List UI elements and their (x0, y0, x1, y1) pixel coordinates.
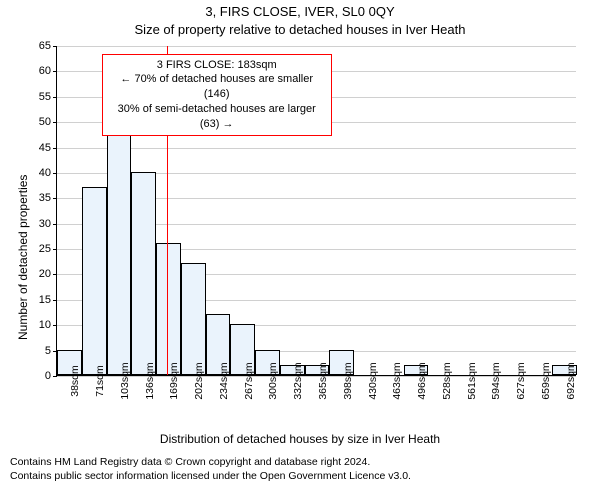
x-tick-label: 496sqm (416, 362, 428, 399)
x-tick-label: 332sqm (292, 362, 304, 399)
x-tick-label: 463sqm (391, 362, 403, 399)
y-tick-label: 65 (21, 40, 57, 52)
x-axis-label: Distribution of detached houses by size … (0, 432, 600, 446)
x-tick-label: 627sqm (515, 362, 527, 399)
x-tick-label: 136sqm (144, 362, 156, 399)
y-tick-label: 45 (21, 142, 57, 154)
y-tick-label: 5 (21, 345, 57, 357)
footer-line1: Contains HM Land Registry data © Crown c… (10, 456, 590, 470)
annotation-line: ← 70% of detached houses are smaller (14… (109, 72, 325, 102)
x-tick-label: 267sqm (243, 362, 255, 399)
x-tick-label: 202sqm (193, 362, 205, 399)
footer: Contains HM Land Registry data © Crown c… (10, 456, 590, 483)
histogram-bar (82, 187, 107, 375)
gridline (57, 46, 576, 47)
y-tick-label: 50 (21, 116, 57, 128)
histogram-bar (107, 111, 132, 375)
x-tick-label: 430sqm (367, 362, 379, 399)
x-tick-label: 659sqm (540, 362, 552, 399)
annotation-box: 3 FIRS CLOSE: 183sqm← 70% of detached ho… (102, 54, 332, 136)
y-tick-label: 55 (21, 91, 57, 103)
y-tick-label: 0 (21, 370, 57, 382)
plot-area: 0510152025303540455055606538sqm71sqm103s… (56, 46, 576, 376)
histogram-bar (131, 172, 156, 375)
chart-root: 3, FIRS CLOSE, IVER, SL0 0QY Size of pro… (0, 0, 600, 500)
footer-line2: Contains public sector information licen… (10, 470, 590, 484)
y-tick-label: 60 (21, 65, 57, 77)
chart-title-line2: Size of property relative to detached ho… (0, 22, 600, 37)
x-tick-label: 169sqm (168, 362, 180, 399)
x-tick-label: 528sqm (441, 362, 453, 399)
x-tick-label: 300sqm (267, 362, 279, 399)
x-tick-label: 561sqm (466, 362, 478, 399)
x-tick-label: 38sqm (69, 365, 81, 397)
x-tick-label: 398sqm (342, 362, 354, 399)
gridline (57, 148, 576, 149)
x-tick-label: 103sqm (119, 362, 131, 399)
histogram-bar (156, 243, 181, 375)
y-axis-label: Number of detached properties (16, 175, 30, 340)
chart-title-line1: 3, FIRS CLOSE, IVER, SL0 0QY (0, 4, 600, 19)
x-tick-label: 71sqm (94, 365, 106, 397)
annotation-line: 30% of semi-detached houses are larger (… (109, 102, 325, 132)
x-tick-label: 365sqm (317, 362, 329, 399)
x-tick-label: 692sqm (565, 362, 577, 399)
annotation-line: 3 FIRS CLOSE: 183sqm (109, 58, 325, 73)
histogram-bar (181, 263, 206, 375)
x-tick-label: 594sqm (490, 362, 502, 399)
x-tick-label: 234sqm (218, 362, 230, 399)
